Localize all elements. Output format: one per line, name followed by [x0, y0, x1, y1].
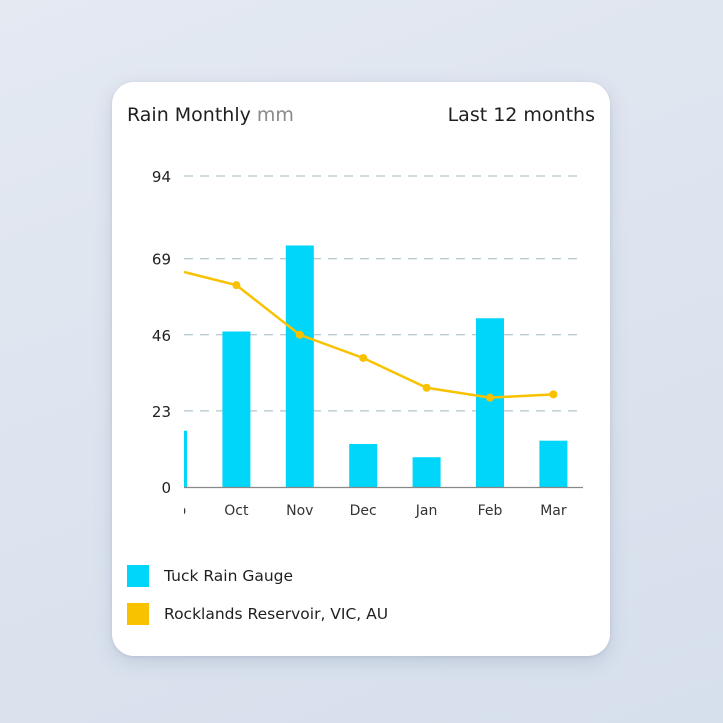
y-tick-label: 23 — [152, 403, 171, 421]
x-tick-label: Oct — [224, 503, 249, 519]
x-tick-label: Feb — [478, 503, 503, 519]
line-point — [486, 393, 494, 402]
y-tick-label: 94 — [152, 168, 171, 186]
line-point — [295, 330, 304, 339]
bar — [412, 457, 441, 487]
x-tick-label: Dec — [350, 503, 377, 519]
x-labels: Sep Oct Nov Dec Jan Feb Mar — [160, 503, 567, 519]
legend-label: Rocklands Reservoir, VIC, AU — [164, 605, 389, 623]
bar — [349, 443, 378, 487]
x-tick-label: Mar — [540, 503, 567, 519]
chart-svg: 0 23 46 69 94 Sep Oct Nov Dec Jan Feb Mar — [152, 168, 583, 519]
legend-swatch-bar — [127, 565, 149, 587]
rain-chart-card: Rain Monthly mm Last 12 months 0 23 46 69 94… — [112, 82, 610, 656]
chart-title: Rain Monthly mm — [127, 104, 294, 126]
unit-label: mm — [256, 104, 294, 126]
y-tick-label: 0 — [161, 479, 171, 497]
line-point — [549, 390, 558, 399]
x-tick-label: Jan — [415, 503, 438, 519]
plot-area — [184, 245, 568, 487]
bar — [539, 440, 568, 487]
legend-label: Tuck Rain Gauge — [164, 567, 294, 585]
bar — [222, 331, 251, 487]
x-tick-label: Nov — [286, 503, 313, 519]
x-tick-label: Sep — [160, 503, 187, 519]
bar — [184, 430, 187, 487]
line-point — [359, 353, 368, 362]
bar — [476, 318, 504, 487]
legend-swatch-line — [127, 603, 149, 625]
title-text: Rain Monthly — [127, 104, 251, 126]
line-point — [422, 383, 431, 392]
legend-item-bar[interactable]: Tuck Rain Gauge — [127, 565, 293, 587]
y-tick-label: 46 — [152, 327, 171, 345]
time-range-label[interactable]: Last 12 months — [447, 104, 595, 126]
bar — [285, 245, 314, 487]
line-point — [232, 281, 241, 290]
legend-item-line[interactable]: Rocklands Reservoir, VIC, AU — [127, 603, 388, 625]
y-tick-label: 69 — [152, 251, 171, 269]
